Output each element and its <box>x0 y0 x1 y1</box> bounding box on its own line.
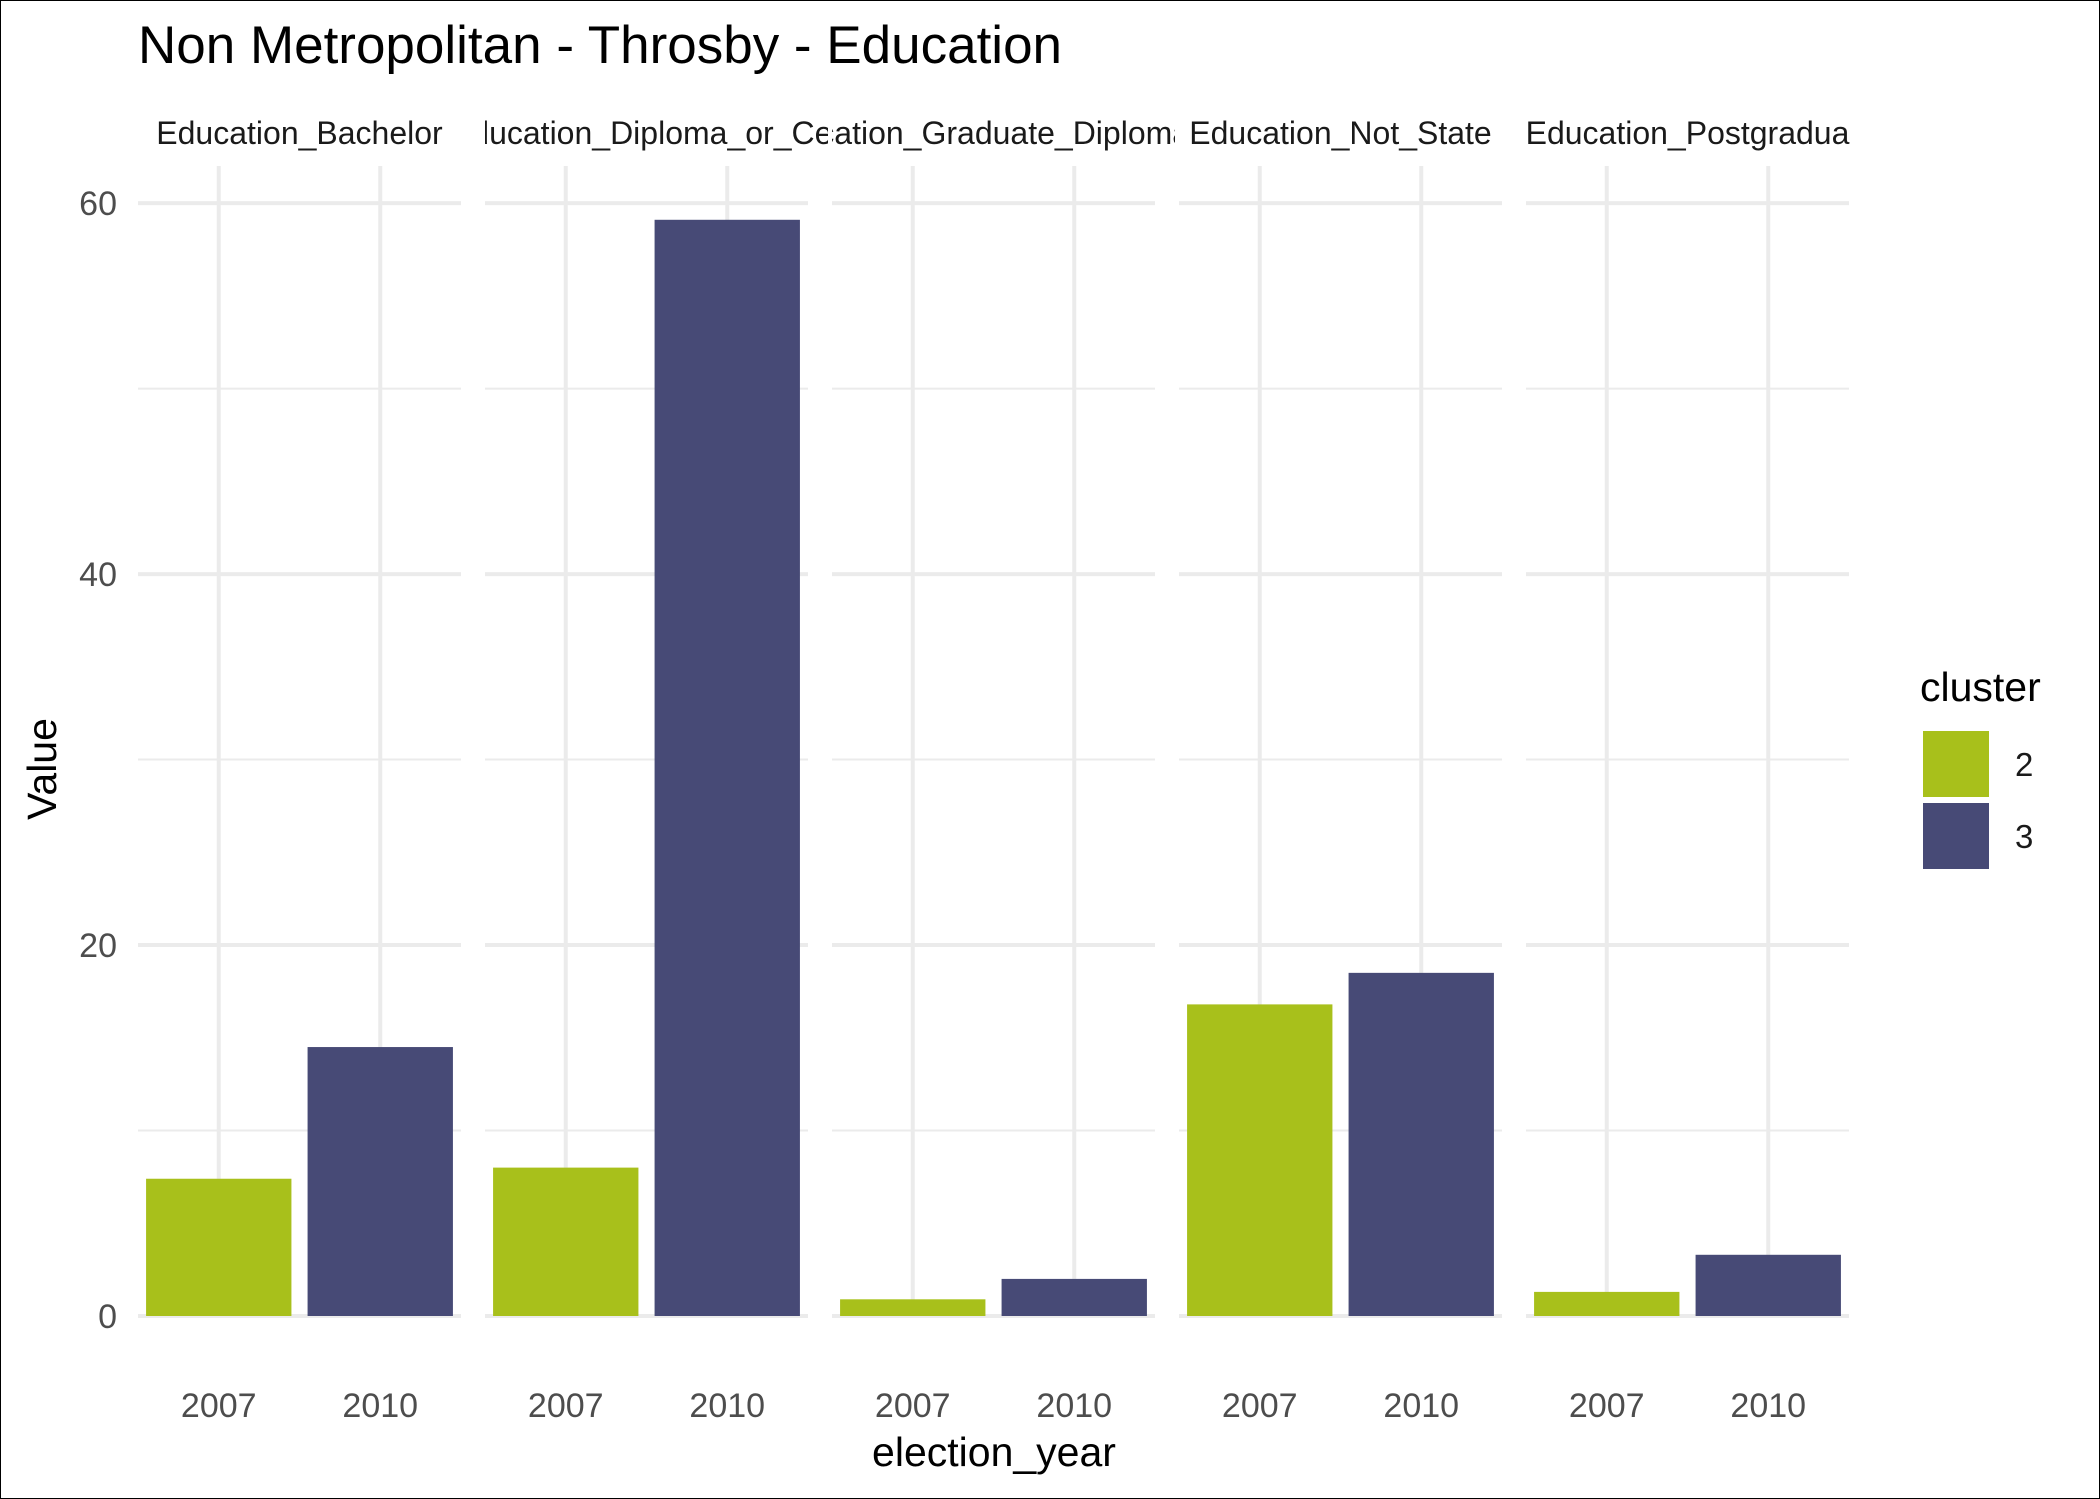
bar <box>493 1167 639 1316</box>
legend-title: cluster <box>1920 664 2041 710</box>
x-tick-label: 2007 <box>181 1387 257 1425</box>
x-tick-label: 2007 <box>528 1387 604 1425</box>
bar <box>1534 1291 1680 1316</box>
x-tick-label: 2010 <box>1730 1387 1806 1425</box>
facet-strip-label: Education_Not_State <box>1189 115 1491 151</box>
bar <box>840 1299 986 1316</box>
facet-strip-label: Education_Postgradua <box>1526 115 1850 151</box>
facet-strip-label: Education_Bachelor <box>156 115 443 151</box>
legend-label: 3 <box>2015 818 2033 855</box>
facet-strip-label: Education_Diploma_or_Cer <box>450 115 843 151</box>
x-tick-label: 2007 <box>1569 1387 1645 1425</box>
chart-title: Non Metropolitan - Throsby - Education <box>138 16 1062 75</box>
legend-key <box>1923 731 1989 797</box>
facet-panels: 0 20 40 60 2007 2010 Education_Bachelor 2007 201… <box>79 115 1849 1425</box>
x-tick-label: 2010 <box>1036 1387 1112 1425</box>
y-tick-label: 60 <box>79 185 117 223</box>
bar <box>1348 972 1494 1316</box>
x-tick-label: 2007 <box>875 1387 951 1425</box>
bar <box>307 1047 453 1316</box>
y-tick-label: 0 <box>98 1298 117 1336</box>
bar <box>1187 1004 1333 1316</box>
facet-panel: 2007 2010 Education_Postgradua <box>1526 115 1850 1425</box>
bar <box>654 219 800 1317</box>
x-tick-label: 2010 <box>1383 1387 1459 1425</box>
y-axis-title: Value <box>19 718 65 820</box>
legend-key <box>1923 803 1989 869</box>
facet-panel: 2007 2010 Education_Bachelor <box>138 115 461 1425</box>
legend: cluster 2 3 <box>1920 664 2041 869</box>
x-tick-label: 2007 <box>1222 1387 1298 1425</box>
facet-panel: 2007 2010 Education_Graduate_Diploma_o <box>761 115 1225 1425</box>
facet-panel: 2007 2010 Education_Not_State <box>1179 115 1502 1425</box>
bar <box>1695 1254 1841 1316</box>
y-tick-label: 40 <box>79 556 117 594</box>
facet-panel: 2007 2010 Education_Diploma_or_Cer <box>450 115 843 1425</box>
x-tick-label: 2010 <box>689 1387 765 1425</box>
x-axis-title: election_year <box>872 1429 1116 1475</box>
y-tick-label: 20 <box>79 927 117 965</box>
x-tick-label: 2010 <box>342 1387 418 1425</box>
bar <box>146 1178 292 1316</box>
legend-label: 2 <box>2015 746 2033 783</box>
bar <box>1001 1278 1147 1316</box>
facet-strip-label: Education_Graduate_Diploma_o <box>761 115 1225 151</box>
